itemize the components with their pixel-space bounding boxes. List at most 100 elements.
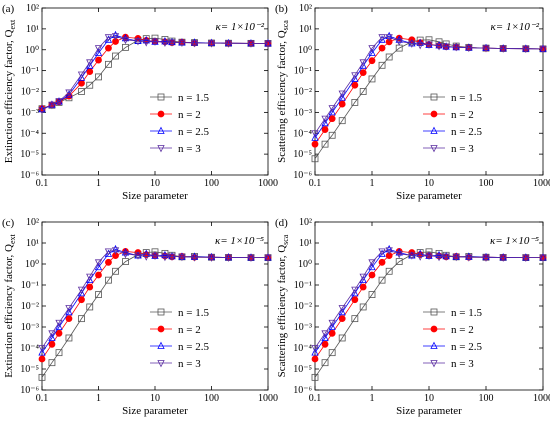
data-point	[368, 262, 376, 271]
data-point	[190, 38, 199, 46]
legend-marker	[430, 341, 438, 349]
data-point	[359, 303, 367, 311]
y-tick-label: 10⁻⁵	[293, 364, 312, 375]
data-point	[499, 44, 507, 52]
data-point	[435, 250, 443, 259]
data-point	[408, 40, 416, 48]
data-point	[94, 45, 103, 53]
data-point	[207, 252, 216, 261]
y-tick-label: 10⁰	[25, 45, 39, 56]
legend-marker	[157, 110, 165, 118]
data-point	[338, 117, 346, 125]
legend-label: n = 3	[178, 358, 201, 370]
series-line	[314, 35, 544, 139]
y-tick-label: 10⁻²	[21, 87, 39, 98]
data-point	[359, 88, 367, 95]
data-point	[452, 252, 460, 260]
data-point	[359, 59, 367, 67]
data-point	[142, 39, 150, 47]
x-tick-label: 1	[96, 393, 101, 404]
data-point	[161, 253, 169, 262]
data-point	[94, 48, 103, 56]
data-point	[111, 33, 120, 41]
data-point	[311, 140, 319, 148]
data-point	[112, 38, 119, 45]
y-axis-label: Scattering efficiency factor, Qsca	[276, 20, 290, 163]
legend-label: n = 2	[451, 324, 474, 336]
data-point	[465, 252, 473, 260]
data-point	[111, 30, 120, 39]
legend-marker	[157, 93, 165, 101]
data-point	[482, 45, 490, 53]
data-point	[539, 45, 547, 54]
data-point	[78, 88, 85, 95]
data-point	[311, 130, 319, 138]
y-tick-label: 10⁻⁶	[293, 170, 312, 181]
y-tick-label: 10²	[299, 217, 312, 228]
legend-label: n = 1.5	[451, 92, 482, 104]
data-point	[368, 48, 376, 56]
series-line	[314, 248, 543, 353]
data-point	[247, 38, 255, 47]
data-point	[134, 38, 142, 46]
series-line	[41, 251, 268, 378]
legend-label: n = 2	[178, 109, 201, 121]
y-tick-label: 10¹	[26, 238, 39, 249]
data-point	[321, 118, 329, 127]
y-tick-label: 10²	[26, 3, 39, 14]
data-point	[378, 276, 386, 284]
data-point	[178, 252, 186, 260]
series-line	[41, 34, 268, 110]
data-point	[385, 244, 393, 253]
x-axis-label: Size parameter	[122, 405, 188, 417]
legend-label: n = 1.5	[451, 307, 482, 319]
data-point	[190, 252, 199, 260]
data-point	[55, 349, 63, 357]
x-tick-label: 0.1	[36, 178, 49, 189]
data-point	[378, 61, 386, 69]
data-point	[435, 253, 443, 262]
x-tick-label: 0.1	[309, 393, 322, 404]
y-axis-label: Extinction efficiency factor, Qext	[3, 233, 17, 377]
data-point	[452, 253, 460, 262]
data-point	[151, 252, 159, 261]
series-line	[41, 36, 268, 110]
legend-marker	[157, 145, 165, 153]
data-point	[395, 38, 403, 46]
data-point	[499, 253, 507, 261]
data-point	[48, 359, 56, 367]
x-tick-label: 1	[370, 178, 375, 189]
series-line	[314, 39, 544, 160]
data-point	[385, 247, 393, 255]
data-point	[48, 330, 56, 338]
series-line	[314, 251, 543, 378]
data-point	[368, 271, 376, 279]
legend-marker	[430, 93, 438, 101]
x-tick-label: 1	[96, 178, 101, 189]
series-line	[314, 250, 543, 360]
legend-marker	[157, 341, 165, 349]
data-point	[328, 329, 336, 337]
y-tick-label: 10¹	[299, 24, 312, 35]
data-point	[55, 319, 63, 328]
data-point	[385, 31, 393, 40]
data-point	[190, 254, 199, 262]
series-line	[314, 36, 544, 134]
data-point	[78, 296, 85, 304]
data-point	[207, 38, 216, 46]
data-point	[539, 44, 547, 52]
data-point	[78, 315, 85, 323]
data-point	[378, 44, 386, 52]
data-point	[112, 252, 119, 260]
data-point	[38, 355, 46, 363]
data-point	[38, 345, 46, 353]
data-point	[368, 57, 376, 65]
data-point	[77, 286, 86, 295]
data-point	[86, 61, 94, 69]
data-point	[224, 38, 233, 47]
y-tick-label: 10⁻³	[21, 322, 39, 333]
data-point	[385, 34, 393, 42]
data-point	[112, 267, 119, 275]
y-tick-label: 10¹	[26, 24, 39, 35]
data-point	[328, 107, 336, 116]
